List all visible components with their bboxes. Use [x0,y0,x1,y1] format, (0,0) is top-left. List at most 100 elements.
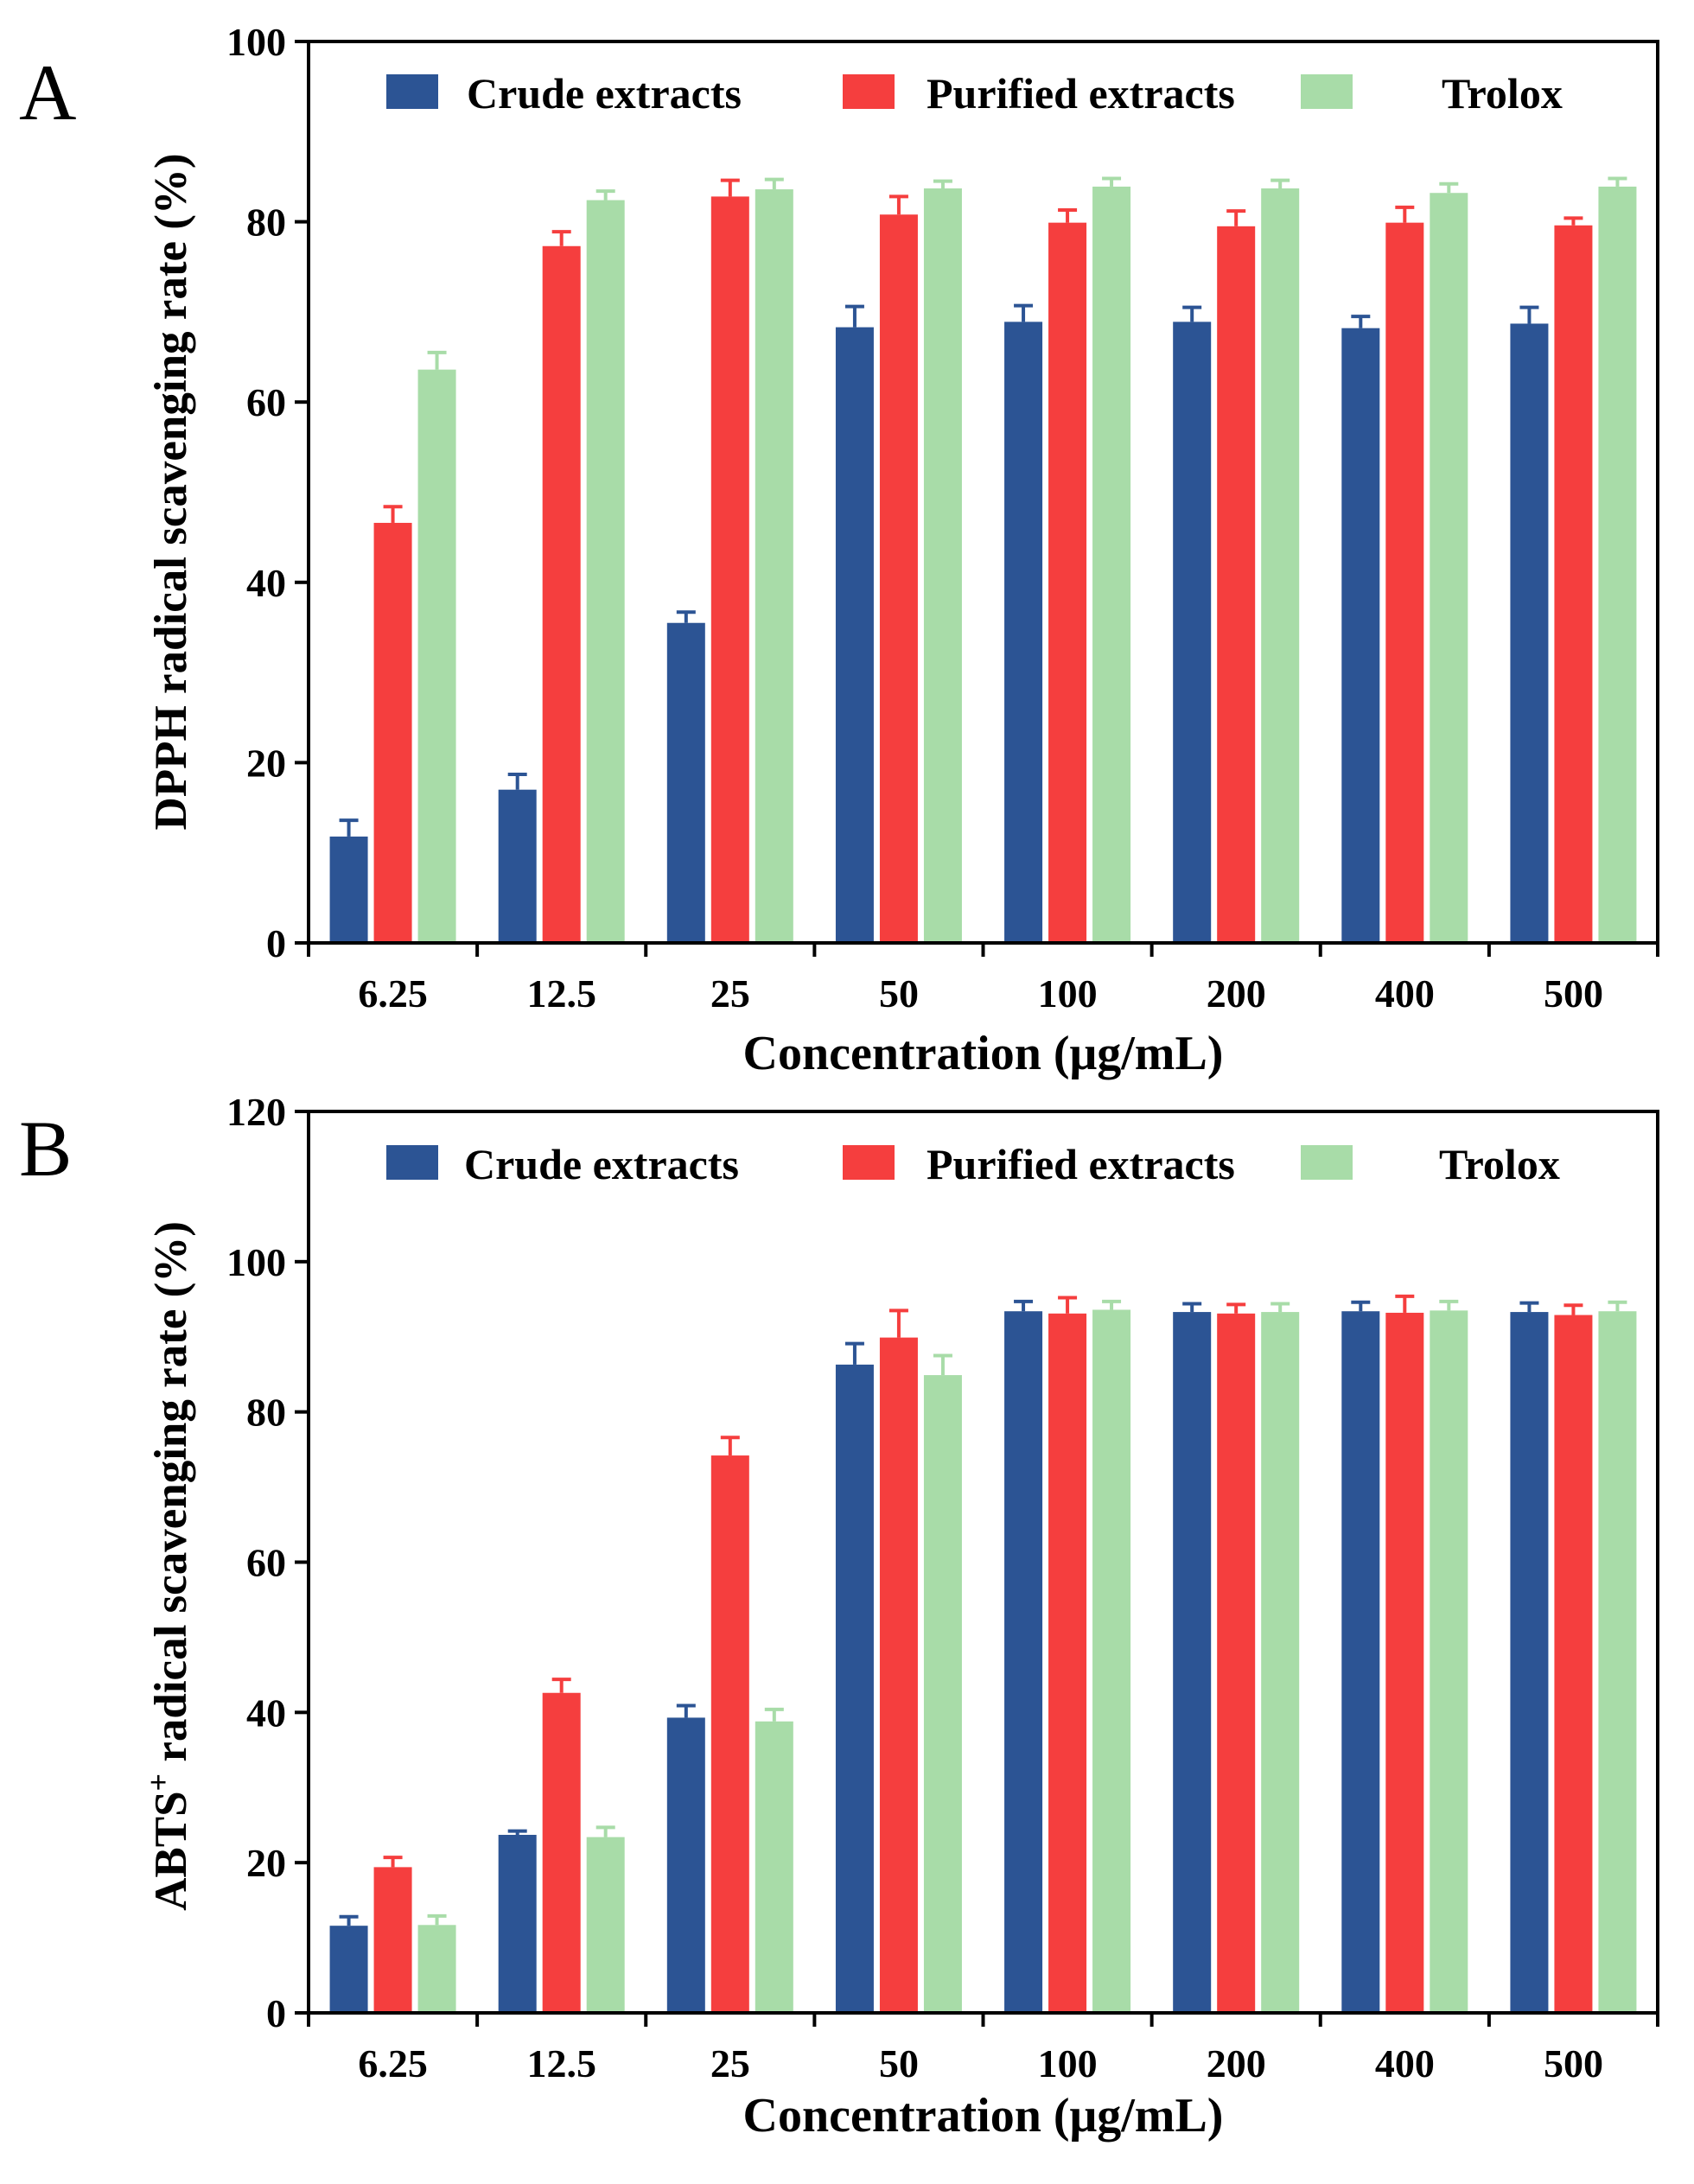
bar [1554,1315,1593,2013]
y-tick-label: 0 [266,1991,286,2035]
bar [1598,186,1637,944]
x-tick-label: 200 [1207,971,1266,1016]
bar [1048,1313,1087,2013]
bar [373,1867,412,2013]
bar [1173,1312,1212,2013]
x-tick-label: 25 [710,971,750,1016]
x-tick-label: 400 [1375,2041,1435,2085]
legend-label: Purified extracts [927,69,1235,118]
bar [373,522,412,943]
bar [923,1375,962,2013]
y-tick-label: 100 [226,1240,286,1284]
bar [586,200,625,943]
bar [1004,1311,1043,2013]
legend-swatch [386,1145,438,1180]
bar [542,1692,581,2013]
y-axis-label: DPPH radical scavenging rate (%) [146,153,196,830]
bar [710,1455,749,2013]
y-tick-label: 0 [266,921,286,965]
bar [1004,322,1043,943]
bar [329,1926,368,2013]
bar [1510,323,1549,944]
legend: Crude extracts Purified extracts Trolox [386,1140,1560,1188]
bar [755,189,793,943]
x-tick-label: 500 [1544,971,1603,1016]
x-ticks: 6.25 12.5 25 50 100 200 400 500 [307,943,1659,1016]
legend-label: Trolox [1442,69,1563,118]
y-axis-label-superscript: + [141,1773,175,1792]
bar [586,1837,625,2013]
bar [666,1717,705,2013]
bar [542,245,581,943]
legend-item-2: Trolox [1301,69,1563,118]
y-tick-label: 40 [246,561,286,605]
x-tick-label: 6.25 [358,971,428,1016]
legend-swatch [843,74,895,109]
x-tick-label: 50 [879,2041,919,2085]
bar [1385,1312,1424,2013]
bar [417,1925,456,2013]
bar [1092,1309,1131,2013]
x-tick-label: 100 [1038,971,1098,1016]
bar [1554,225,1593,944]
bar [498,1835,537,2013]
y-tick-label: 80 [246,201,286,245]
bars [329,1294,1637,2013]
x-tick-label: 25 [710,2041,750,2085]
bar [1048,222,1087,943]
legend-swatch [843,1145,895,1180]
bar [1173,322,1212,943]
y-axis-label-main: ABTS [146,1791,196,1910]
y-tick-label: 120 [226,1090,286,1134]
x-tick-label: 100 [1038,2041,1098,2085]
x-tick-label: 12.5 [526,971,596,1016]
bar [835,327,874,944]
x-axis-label: Concentration (μg/mL) [743,1027,1224,1080]
y-tick-label: 80 [246,1391,286,1435]
y-tick-label: 20 [246,741,286,785]
x-tick-label: 400 [1375,971,1435,1016]
bar [498,789,537,943]
bar [1385,222,1424,943]
y-tick-label: 20 [246,1841,286,1885]
legend-item-1: Purified extracts [843,69,1235,118]
bar [1092,186,1131,944]
y-ticks: 0 20 40 60 80 100 120 [226,1090,309,2035]
y-axis-label: ABTS+ radical scavenging rate (%) [141,1221,196,1911]
x-tick-label: 50 [879,971,919,1016]
bar [710,196,749,943]
legend-item-0: Crude extracts [386,1140,739,1188]
y-tick-label: 100 [226,20,286,64]
x-tick-label: 200 [1207,2041,1266,2085]
bar [1261,188,1300,943]
bars [329,176,1637,944]
legend: Crude extracts Purified extracts Trolox [386,69,1563,118]
bar [879,1337,918,2013]
legend-item-1: Purified extracts [843,1140,1235,1188]
bar [755,1721,793,2013]
y-ticks: 0 20 40 60 80 100 [226,20,309,965]
bar [1598,1311,1637,2013]
bar [1217,226,1256,943]
panel-letter-b: B [19,1105,72,1193]
bar [1261,1312,1300,2013]
panel-letter-a: A [19,48,76,137]
bar [1430,1310,1468,2013]
bar [666,622,705,943]
x-axis-label: Concentration (μg/mL) [743,2089,1224,2143]
x-tick-label: 6.25 [358,2041,428,2085]
bar [879,214,918,944]
bar [1341,1311,1380,2013]
y-tick-label: 60 [246,1541,286,1585]
bar [1217,1313,1256,2013]
bar [329,836,368,943]
bar [1430,193,1468,943]
y-axis-label-rest: radical scavenging rate (%) [146,1221,196,1773]
legend-swatch [386,74,438,109]
legend-item-2: Trolox [1301,1140,1560,1188]
x-tick-label: 500 [1544,2041,1603,2085]
legend-swatch [1301,74,1353,109]
y-tick-label: 60 [246,380,286,424]
